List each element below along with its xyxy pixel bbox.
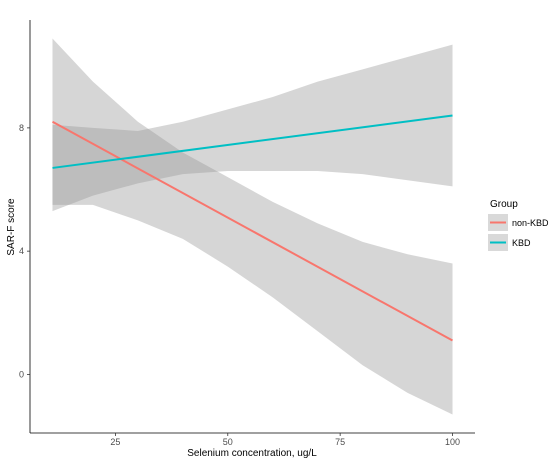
y-tick-label: 0 xyxy=(19,369,24,379)
y-axis-title: SAR-F score xyxy=(6,198,17,256)
y-tick-label: 4 xyxy=(19,246,24,256)
legend-label: KBD xyxy=(512,238,531,248)
legend-label: non-KBD xyxy=(512,218,549,228)
ci-band-non-kbd xyxy=(52,38,453,415)
legend-title: Group xyxy=(490,199,518,210)
x-axis-title: Selenium concentration, ug/L xyxy=(187,448,317,459)
ticks: 25 50 75 100 0 4 8 xyxy=(19,123,460,447)
regression-lines xyxy=(51,114,454,342)
confidence-bands xyxy=(52,38,453,415)
y-tick-label: 8 xyxy=(19,123,24,133)
ci-band-kbd xyxy=(52,44,453,212)
x-tick-label: 75 xyxy=(335,437,345,447)
series-line-non-kbd xyxy=(51,120,454,342)
x-tick-label: 100 xyxy=(445,437,460,447)
series-line-kbd xyxy=(52,114,453,169)
axes xyxy=(29,20,475,434)
x-tick-label: 25 xyxy=(110,437,120,447)
legend: Group non-KBD KBD xyxy=(488,199,549,251)
x-tick-label: 50 xyxy=(223,437,233,447)
